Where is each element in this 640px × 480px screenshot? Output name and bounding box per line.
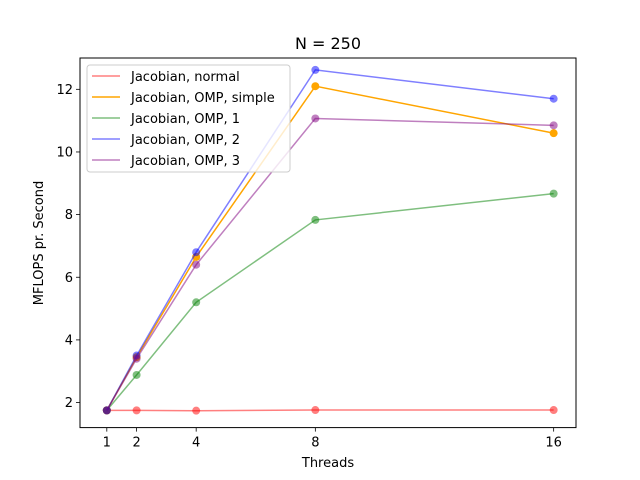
x-tick-label: 2: [132, 436, 140, 451]
series-1: [102, 406, 558, 415]
data-point: [311, 82, 320, 91]
data-point: [192, 298, 201, 307]
data-point: [192, 406, 201, 415]
data-point: [549, 189, 558, 198]
data-point: [549, 129, 558, 138]
legend-frame: [86, 64, 291, 173]
y-axis-label: MFLOPS pr. Second: [32, 181, 47, 305]
data-point: [549, 121, 558, 130]
plot-frame: [79, 57, 577, 429]
legend-label: Jacobian, OMP, 1: [130, 112, 240, 127]
y-tick-label: 4: [65, 333, 73, 348]
data-point: [311, 215, 320, 224]
y-tick-label: 2: [65, 396, 73, 411]
legend-item: Jacobian, normal: [92, 70, 240, 85]
y-tick-label: 12: [56, 83, 73, 98]
data-point: [192, 260, 201, 269]
legend-item: Jacobian, OMP, 3: [92, 154, 240, 169]
legend-item: Jacobian, OMP, simple: [92, 91, 275, 106]
y-tick-label: 10: [56, 145, 73, 160]
x-tick-label: 16: [545, 436, 562, 451]
x-tick-label: 1: [103, 436, 111, 451]
legend-label: Jacobian, OMP, 3: [130, 154, 240, 169]
legend-label: Jacobian, OMP, 2: [130, 133, 240, 148]
y-tick-label: 8: [65, 208, 73, 223]
data-point: [549, 406, 558, 415]
x-tick-label: 4: [192, 436, 200, 451]
y-axis: 2 4 6 8 10 12: [56, 83, 80, 411]
data-point: [132, 354, 141, 363]
series-layer: [102, 65, 558, 415]
data-point: [102, 406, 111, 415]
series-line: [106, 409, 554, 412]
data-point: [132, 406, 141, 415]
data-point: [311, 65, 320, 74]
data-point: [549, 94, 558, 103]
series-3: [102, 189, 558, 415]
data-point: [311, 114, 320, 123]
legend-item: Jacobian, OMP, 1: [92, 112, 240, 127]
legend-item: Jacobian, OMP, 2: [92, 133, 240, 148]
legend-label: Jacobian, OMP, simple: [130, 91, 275, 106]
x-axis-label: Threads: [301, 456, 354, 471]
series-line: [106, 192, 554, 411]
x-axis: 1 2 4 8 16: [103, 427, 562, 451]
legend-label: Jacobian, normal: [130, 70, 240, 85]
data-point: [192, 248, 201, 257]
data-point: [311, 406, 320, 415]
y-tick-label: 6: [65, 271, 73, 286]
x-tick-label: 8: [311, 436, 319, 451]
data-point: [132, 370, 141, 379]
series-5: [102, 114, 558, 415]
chart-title: N = 250: [295, 34, 361, 53]
legend: Jacobian, normal Jacobian, OMP, simple Jac…: [86, 64, 291, 173]
